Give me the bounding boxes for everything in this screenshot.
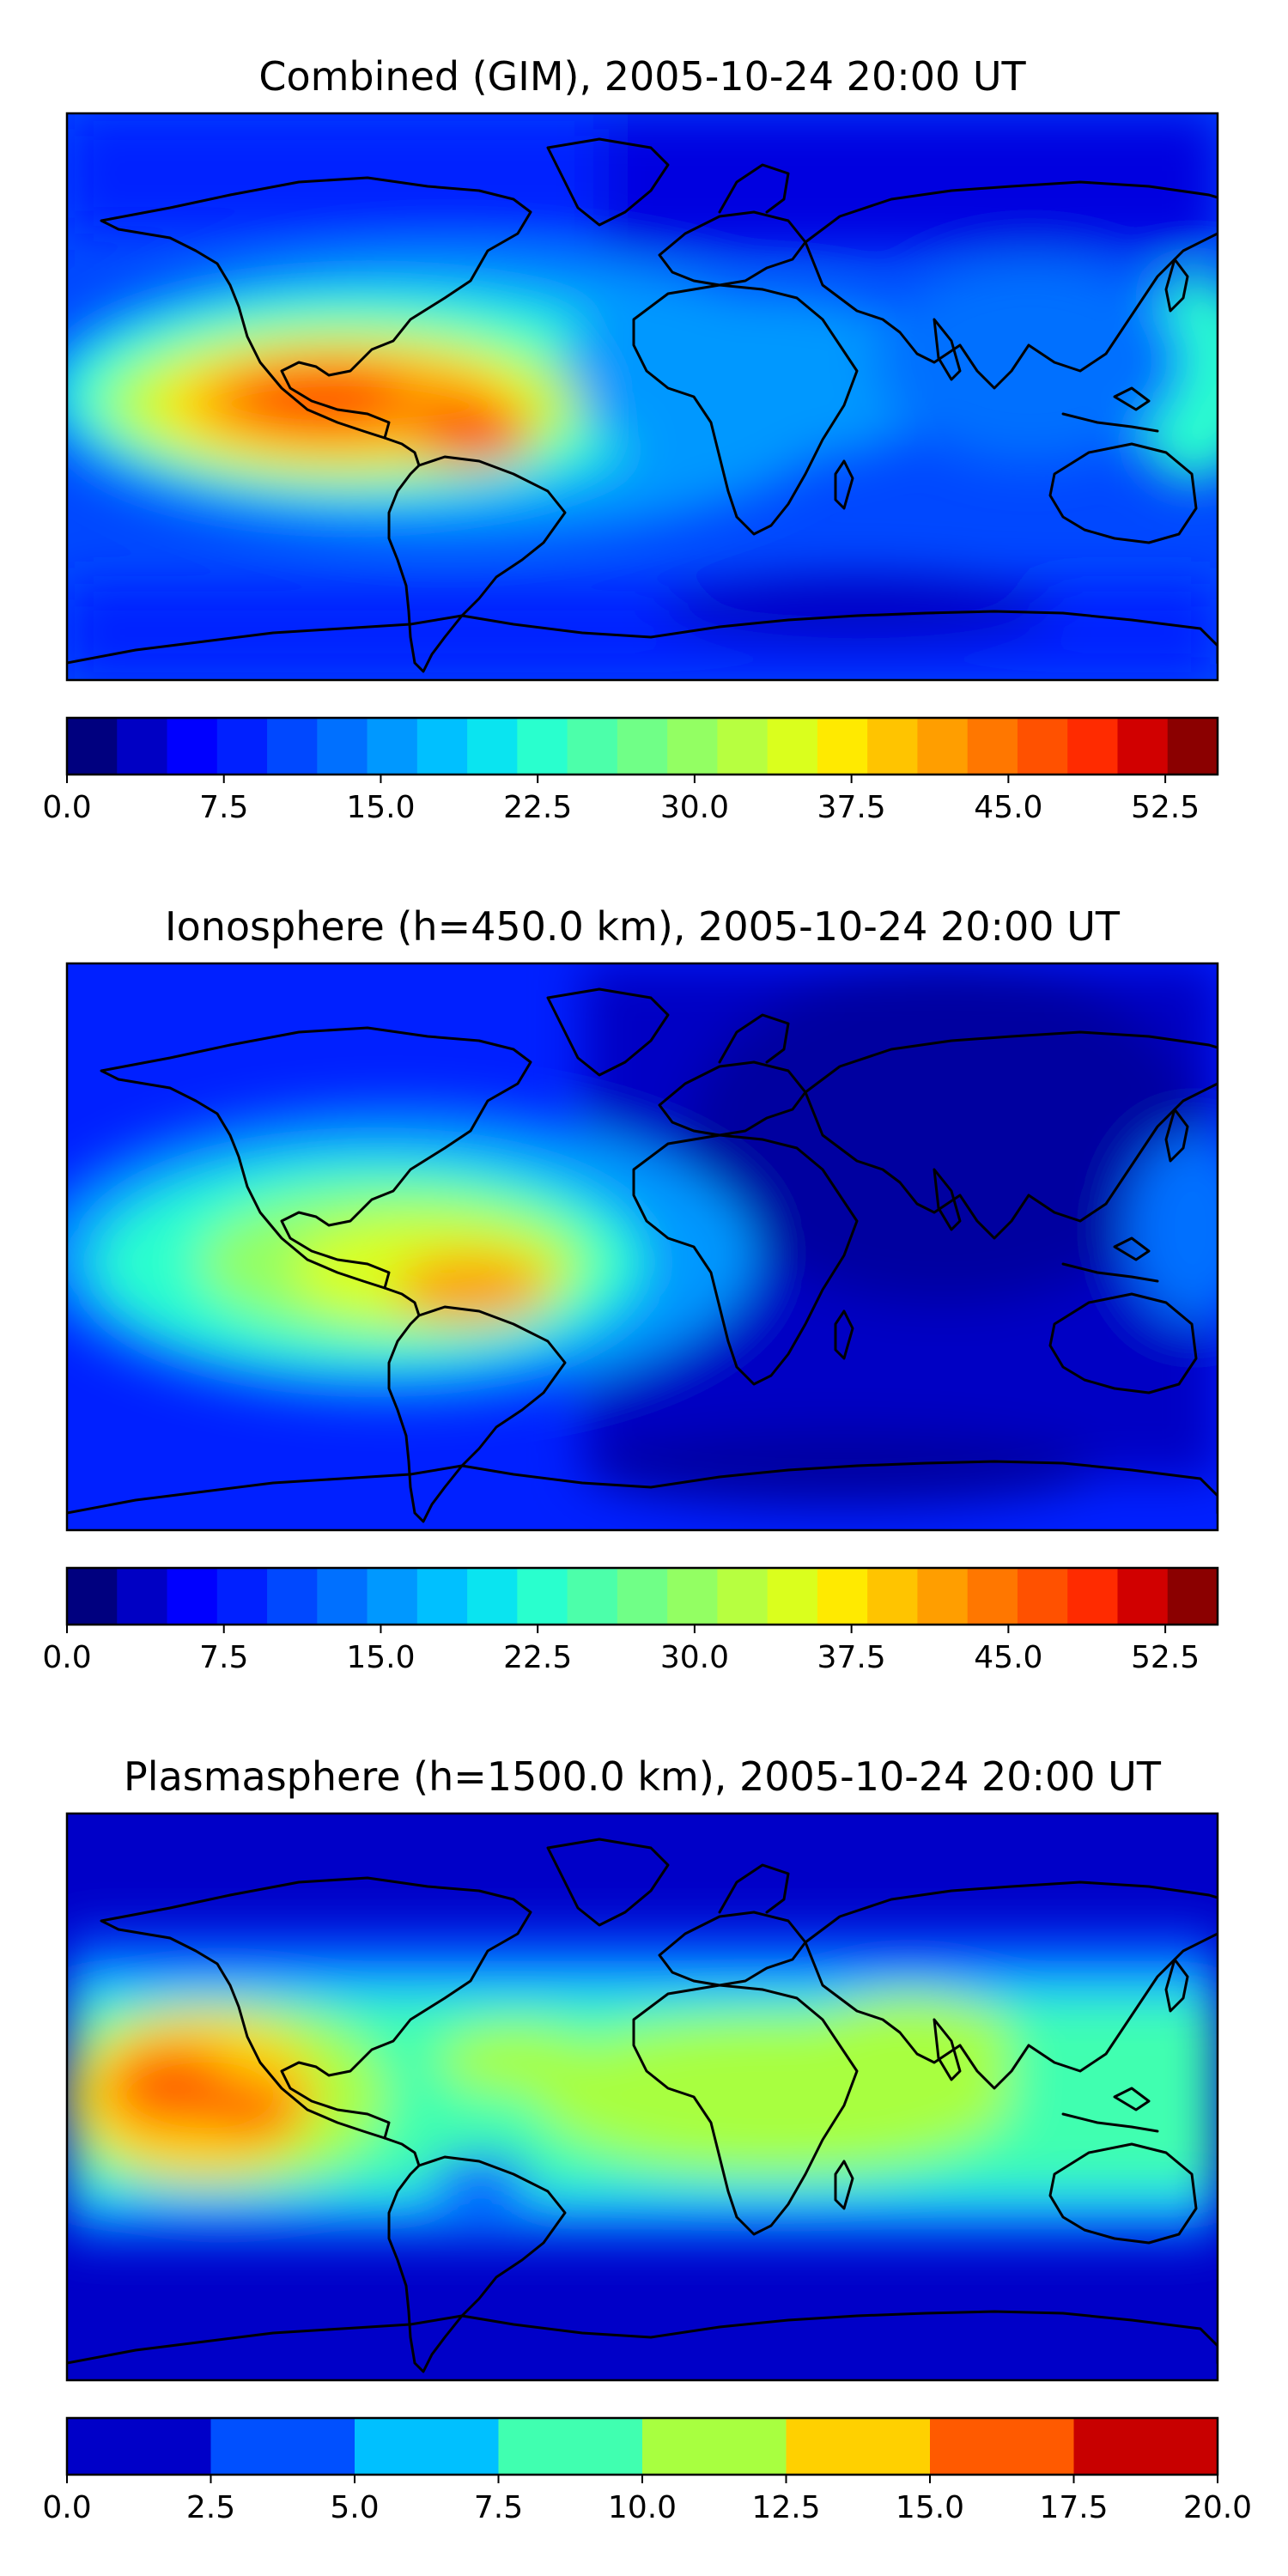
map-area	[67, 113, 1218, 680]
colorbar-tick-label: 7.5	[199, 790, 248, 825]
colorbar-segment	[786, 2418, 931, 2475]
colorbar-tick-label: 17.5	[1039, 2490, 1108, 2525]
panel-combined: Combined (GIM), 2005-10-24 20:00 UT	[42, 53, 1219, 825]
colorbar-segment	[1167, 718, 1218, 775]
colorbar-segment	[767, 718, 818, 775]
colorbar-segment	[367, 718, 418, 775]
map-frame	[65, 1812, 1219, 2382]
colorbar-segment	[717, 1568, 769, 1625]
colorbar-segment	[1017, 1568, 1068, 1625]
colorbar-tick-label: 20.0	[1183, 2490, 1252, 2525]
panel-title: Ionosphere (h=450.0 km), 2005-10-24 20:0…	[165, 903, 1121, 950]
colorbar-segment	[867, 1568, 919, 1625]
colorbar-segment	[917, 718, 969, 775]
colorbar-segment	[817, 1568, 868, 1625]
colorbar-segment	[467, 1568, 518, 1625]
colorbar-segment	[67, 1568, 118, 1625]
colorbar-segment	[667, 1568, 718, 1625]
colorbar-segment	[317, 718, 368, 775]
colorbar-segment	[416, 1568, 468, 1625]
colorbar-segment	[967, 718, 1018, 775]
colorbar-tick-label: 22.5	[503, 790, 572, 825]
colorbar-segment	[216, 1568, 268, 1625]
colorbar-segment	[367, 1568, 418, 1625]
colorbar-tick-label: 22.5	[503, 1640, 572, 1675]
colorbar-tick-label: 15.0	[346, 1640, 415, 1675]
panel-title: Plasmasphere (h=1500.0 km), 2005-10-24 2…	[124, 1753, 1162, 1800]
colorbar-segment	[117, 718, 168, 775]
colorbar-tick-label: 15.0	[346, 790, 415, 825]
colorbar-segment	[1117, 718, 1169, 775]
colorbar-segment	[917, 1568, 969, 1625]
colorbar: 0.0 7.5 15.0 22.5 30.0 37.5 45.0 52.5	[42, 1566, 1219, 1675]
colorbar-tick-label: 10.0	[608, 2490, 677, 2525]
panel-title: Combined (GIM), 2005-10-24 20:00 UT	[258, 53, 1026, 100]
colorbar-segment	[567, 718, 618, 775]
colorbar-segment	[1017, 718, 1068, 775]
colorbar-frame	[65, 1566, 1219, 1626]
colorbar-segment	[817, 718, 868, 775]
colorbar: 0.0 2.5 5.0 7.5 10.0 12.5 15.0 17.5 20.0	[42, 2416, 1252, 2525]
colorbar-tick-label: 45.0	[974, 1640, 1042, 1675]
colorbar-tick-label: 0.0	[42, 790, 91, 825]
colorbar-segment	[1067, 1568, 1119, 1625]
colorbar-segment	[667, 718, 718, 775]
map-area	[67, 963, 1218, 1530]
map-frame	[65, 112, 1219, 682]
colorbar-segment	[1073, 2418, 1218, 2475]
colorbar-segment	[167, 718, 218, 775]
colorbar-tick-label: 0.0	[42, 2490, 91, 2525]
colorbar-segment	[355, 2418, 500, 2475]
colorbar-segment	[117, 1568, 168, 1625]
colorbar-segment	[317, 1568, 368, 1625]
colorbar-segment	[167, 1568, 218, 1625]
colorbar-segment	[67, 2418, 212, 2475]
colorbar-tick-label: 2.5	[186, 2490, 235, 2525]
colorbar-segment	[867, 718, 919, 775]
colorbar-segment	[416, 718, 468, 775]
colorbar-segment	[617, 718, 668, 775]
colorbar-tick-label: 30.0	[660, 790, 729, 825]
colorbar-segment	[267, 718, 318, 775]
colorbar-segment	[642, 2418, 787, 2475]
colorbar-segment	[930, 2418, 1075, 2475]
colorbar-tick-label: 5.0	[330, 2490, 379, 2525]
colorbar-tick-label: 7.5	[199, 1640, 248, 1675]
colorbar-segment	[498, 2418, 643, 2475]
colorbar-segment	[1067, 718, 1119, 775]
colorbar-tick-label: 37.5	[817, 1640, 886, 1675]
colorbar-segment	[617, 1568, 668, 1625]
colorbar-segment	[67, 718, 118, 775]
colorbar-tick-label: 15.0	[896, 2490, 964, 2525]
colorbar-segment	[717, 718, 769, 775]
colorbar-tick-label: 12.5	[751, 2490, 820, 2525]
panel-ionosphere: Ionosphere (h=450.0 km), 2005-10-24 20:0…	[42, 903, 1219, 1675]
colorbar-tick-label: 0.0	[42, 1640, 91, 1675]
colorbar-tick-label: 7.5	[474, 2490, 523, 2525]
colorbar-segment	[567, 1568, 618, 1625]
colorbar-segment	[517, 1568, 568, 1625]
colorbar-segment	[210, 2418, 355, 2475]
colorbar-tick-label: 30.0	[660, 1640, 729, 1675]
colorbar-segment	[1117, 1568, 1169, 1625]
colorbar-segment	[216, 718, 268, 775]
colorbar-tick-label: 52.5	[1131, 790, 1200, 825]
colorbar-segment	[517, 718, 568, 775]
map-frame	[65, 962, 1219, 1532]
colorbar-segment	[767, 1568, 818, 1625]
colorbar-segment	[1167, 1568, 1218, 1625]
map-area	[67, 1814, 1218, 2380]
colorbar-segment	[267, 1568, 318, 1625]
colorbar: 0.0 7.5 15.0 22.5 30.0 37.5 45.0 52.5	[42, 716, 1219, 825]
colorbar-frame	[65, 716, 1219, 776]
colorbar-tick-label: 52.5	[1131, 1640, 1200, 1675]
colorbar-tick-label: 37.5	[817, 790, 886, 825]
colorbar-tick-label: 45.0	[974, 790, 1042, 825]
colorbar-segment	[967, 1568, 1018, 1625]
panel-plasmasphere: Plasmasphere (h=1500.0 km), 2005-10-24 2…	[42, 1753, 1252, 2525]
colorbar-segment	[467, 718, 518, 775]
